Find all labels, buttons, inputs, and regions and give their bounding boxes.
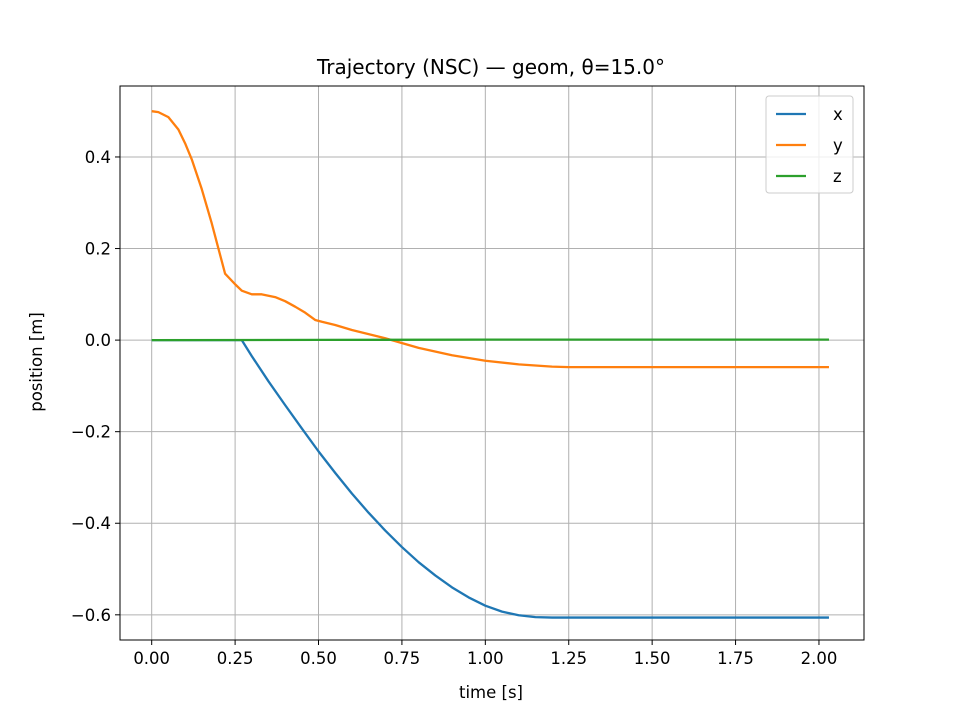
x-tick-label: 1.75 [717, 649, 754, 668]
y-tick-label: −0.2 [71, 423, 111, 442]
x-axis-label: time [s] [459, 683, 523, 702]
x-tick-label: 2.00 [801, 649, 838, 668]
y-tick-label: −0.6 [71, 606, 111, 625]
y-tick-label: 0.4 [85, 148, 111, 167]
y-tick-label: 0.2 [85, 240, 111, 259]
chart-title: Trajectory (NSC) — geom, θ=15.0° [316, 55, 665, 79]
legend: xyz [766, 96, 853, 193]
y-tick-label: 0.0 [85, 331, 111, 350]
legend-label-z: z [833, 167, 842, 186]
x-tick-label: 1.25 [550, 649, 587, 668]
x-tick-label: 0.00 [133, 649, 170, 668]
legend-label-x: x [833, 105, 843, 124]
x-tick-label: 0.25 [217, 649, 254, 668]
y-axis-label: position [m] [27, 312, 46, 412]
x-tick-label: 1.00 [467, 649, 504, 668]
x-tick-label: 0.50 [300, 649, 337, 668]
x-tick-label: 1.50 [634, 649, 671, 668]
y-tick-label: −0.4 [71, 514, 111, 533]
legend-label-y: y [833, 136, 843, 155]
x-tick-label: 0.75 [384, 649, 421, 668]
